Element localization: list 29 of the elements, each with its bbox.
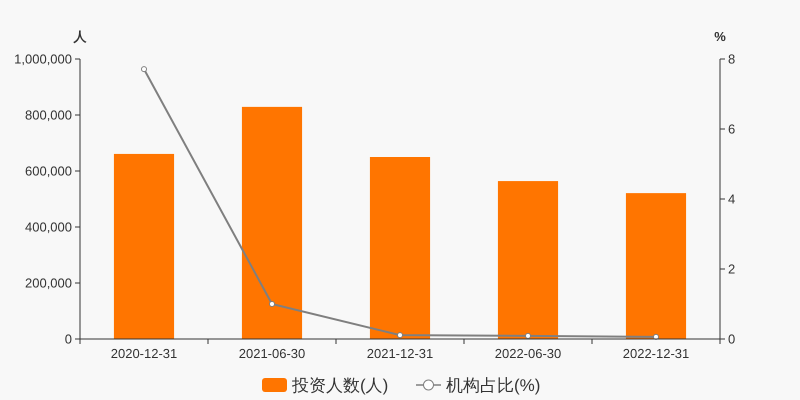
x-tick-label: 2022-12-31 <box>622 346 690 361</box>
x-tick-label: 2020-12-31 <box>110 346 178 361</box>
y2-tick-label: 8 <box>728 52 736 66</box>
y-tick-label: 0 <box>64 332 72 346</box>
y-axis-title: 人 <box>72 29 88 44</box>
x-tick-label: 2021-12-31 <box>366 346 434 361</box>
x-tick-label: 2022-06-30 <box>494 346 562 361</box>
bar <box>370 157 430 339</box>
legend-label: 投资人数(人) <box>291 376 388 395</box>
point <box>525 332 531 339</box>
y-tick-label: 800,000 <box>25 108 72 122</box>
y2-axis-title: % <box>714 29 726 44</box>
point <box>397 332 403 338</box>
y2-tick-label: 0 <box>728 332 736 346</box>
y-tick-label: 1,000,000 <box>14 52 72 66</box>
y2-tick-label: 2 <box>728 262 736 276</box>
x-tick-label: 2021-06-30 <box>238 346 306 361</box>
y2-tick-label: 6 <box>728 122 736 136</box>
bar <box>242 106 302 339</box>
legend-label: 机构占比(%) <box>446 376 540 395</box>
y-tick-label: 600,000 <box>25 164 72 178</box>
y2-tick-label: 4 <box>728 192 736 206</box>
point <box>269 301 275 307</box>
y-tick-label: 200,000 <box>25 276 72 290</box>
point <box>141 66 147 72</box>
y-tick-label: 400,000 <box>25 220 72 234</box>
bar <box>626 193 686 339</box>
bar <box>498 181 558 339</box>
bar <box>114 154 174 339</box>
